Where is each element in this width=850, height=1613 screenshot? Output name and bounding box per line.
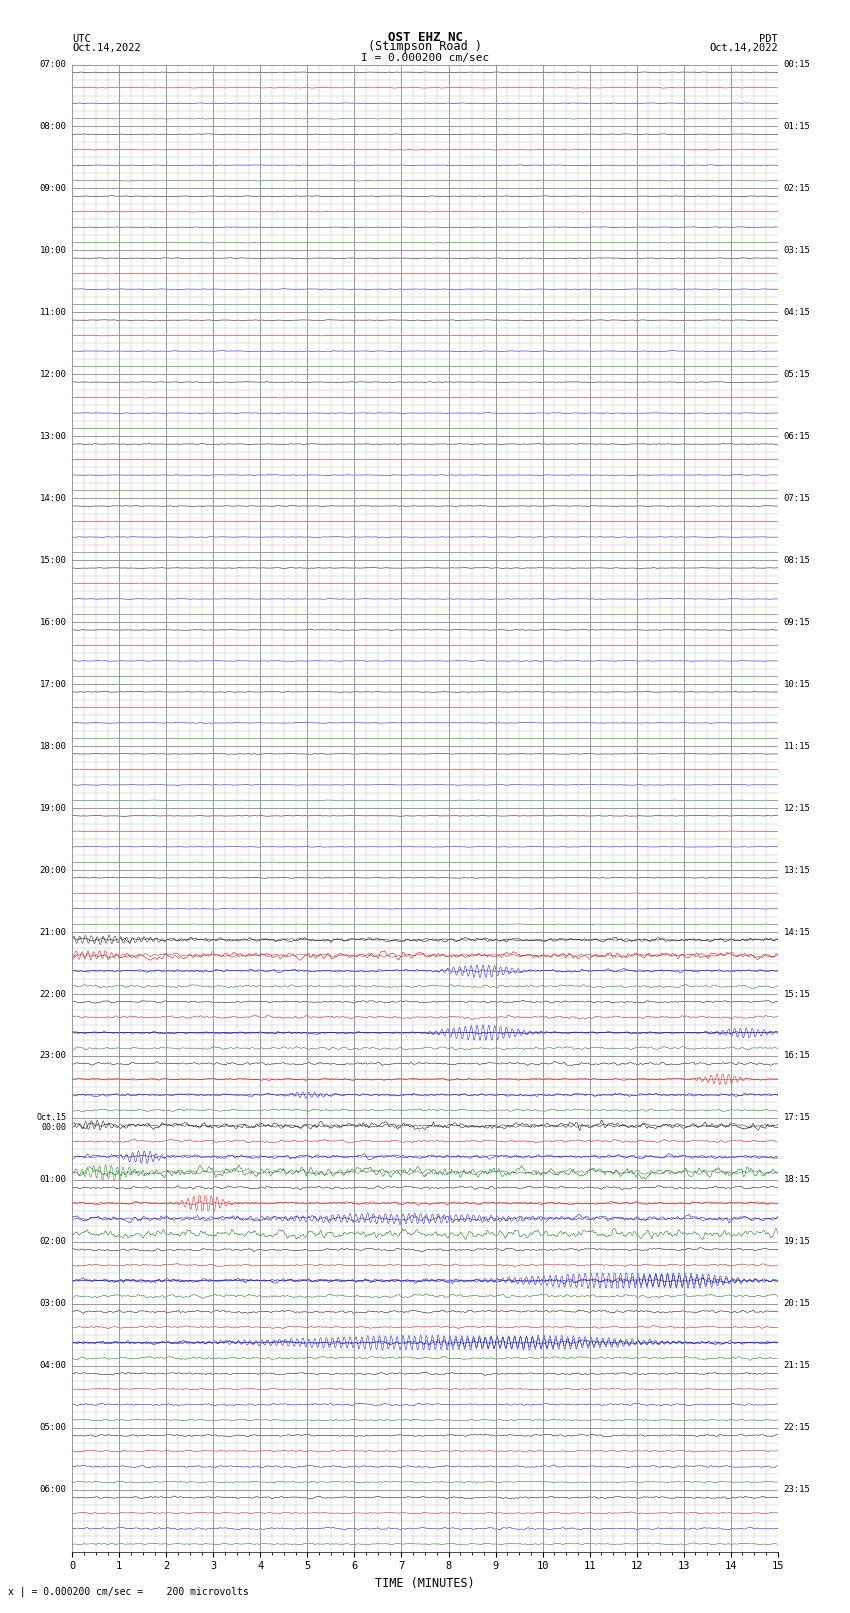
Text: OST EHZ NC: OST EHZ NC [388, 31, 462, 44]
Text: 03:00: 03:00 [40, 1300, 66, 1308]
Text: 13:15: 13:15 [784, 866, 810, 874]
Text: x | = 0.000200 cm/sec =    200 microvolts: x | = 0.000200 cm/sec = 200 microvolts [8, 1586, 249, 1597]
Text: 11:00: 11:00 [40, 308, 66, 316]
Text: 21:00: 21:00 [40, 927, 66, 937]
X-axis label: TIME (MINUTES): TIME (MINUTES) [375, 1578, 475, 1590]
Text: Oct.14,2022: Oct.14,2022 [709, 44, 778, 53]
Text: 10:00: 10:00 [40, 245, 66, 255]
Text: 19:15: 19:15 [784, 1237, 810, 1247]
Text: 23:00: 23:00 [40, 1052, 66, 1060]
Text: 01:00: 01:00 [40, 1176, 66, 1184]
Text: 14:00: 14:00 [40, 494, 66, 503]
Text: 21:15: 21:15 [784, 1361, 810, 1371]
Text: 16:00: 16:00 [40, 618, 66, 627]
Text: PDT: PDT [759, 34, 778, 44]
Text: 13:00: 13:00 [40, 432, 66, 440]
Text: 12:15: 12:15 [784, 803, 810, 813]
Text: 03:15: 03:15 [784, 245, 810, 255]
Text: 01:15: 01:15 [784, 123, 810, 131]
Text: 15:15: 15:15 [784, 989, 810, 998]
Text: Oct.14,2022: Oct.14,2022 [72, 44, 141, 53]
Text: 09:15: 09:15 [784, 618, 810, 627]
Text: 18:00: 18:00 [40, 742, 66, 750]
Text: 17:00: 17:00 [40, 679, 66, 689]
Text: 00:00: 00:00 [42, 1123, 66, 1132]
Text: 15:00: 15:00 [40, 556, 66, 565]
Text: UTC: UTC [72, 34, 91, 44]
Text: 14:15: 14:15 [784, 927, 810, 937]
Text: 00:15: 00:15 [784, 60, 810, 69]
Text: 04:15: 04:15 [784, 308, 810, 316]
Text: I = 0.000200 cm/sec: I = 0.000200 cm/sec [361, 53, 489, 63]
Text: 02:00: 02:00 [40, 1237, 66, 1247]
Text: 09:00: 09:00 [40, 184, 66, 194]
Text: 08:15: 08:15 [784, 556, 810, 565]
Text: 05:00: 05:00 [40, 1423, 66, 1432]
Text: 23:15: 23:15 [784, 1486, 810, 1494]
Text: 07:15: 07:15 [784, 494, 810, 503]
Text: 12:00: 12:00 [40, 369, 66, 379]
Text: 17:15: 17:15 [784, 1113, 810, 1123]
Text: 10:15: 10:15 [784, 679, 810, 689]
Text: 06:15: 06:15 [784, 432, 810, 440]
Text: 11:15: 11:15 [784, 742, 810, 750]
Text: 02:15: 02:15 [784, 184, 810, 194]
Text: 20:00: 20:00 [40, 866, 66, 874]
Text: 18:15: 18:15 [784, 1176, 810, 1184]
Text: 16:15: 16:15 [784, 1052, 810, 1060]
Text: 07:00: 07:00 [40, 60, 66, 69]
Text: 22:15: 22:15 [784, 1423, 810, 1432]
Text: (Stimpson Road ): (Stimpson Road ) [368, 40, 482, 53]
Text: Oct.15: Oct.15 [37, 1113, 66, 1123]
Text: 19:00: 19:00 [40, 803, 66, 813]
Text: 08:00: 08:00 [40, 123, 66, 131]
Text: 04:00: 04:00 [40, 1361, 66, 1371]
Text: 06:00: 06:00 [40, 1486, 66, 1494]
Text: 05:15: 05:15 [784, 369, 810, 379]
Text: 20:15: 20:15 [784, 1300, 810, 1308]
Text: 22:00: 22:00 [40, 989, 66, 998]
